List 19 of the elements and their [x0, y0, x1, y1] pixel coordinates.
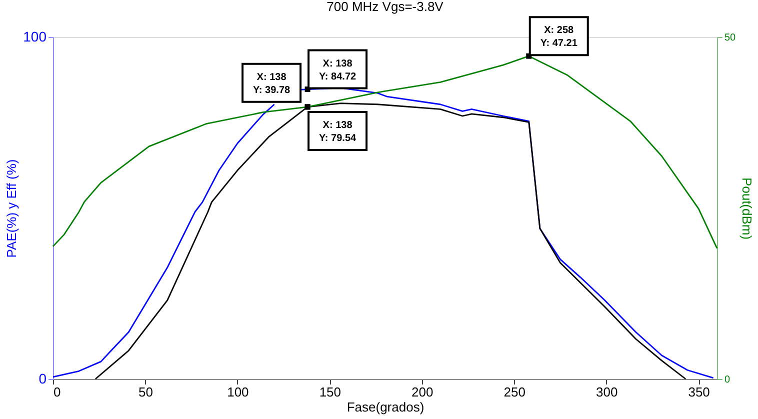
- x-tick-label: 350: [688, 384, 710, 400]
- annotation: X: 258 Y: 47.21: [540, 25, 578, 50]
- x-axis-title: Fase(grados): [346, 400, 424, 414]
- annotation: X: 138 Y: 39.78: [253, 72, 290, 96]
- annotation: X: 138 Y: 84.72: [319, 58, 356, 82]
- x-tick-label: 250: [504, 384, 526, 400]
- y2-tick-label: 0: [724, 374, 730, 386]
- y2-axis-title: Pout(dBm): [740, 177, 755, 240]
- x-tick-label: 300: [596, 384, 618, 400]
- line-series: [94, 102, 686, 380]
- x-tick-label: 150: [319, 384, 342, 400]
- x-tick-label: 50: [138, 384, 153, 400]
- y2-tick-label: 50: [724, 32, 736, 44]
- x-tick-label: 200: [412, 384, 434, 400]
- x-tick-label: 0: [54, 384, 61, 400]
- x-tick-label: 100: [227, 384, 249, 400]
- y-axis-title: PAE(%) y Eff (%): [4, 159, 20, 258]
- annotation: X: 138 Y: 79.54: [319, 120, 356, 144]
- chart-title: 700 MHz Vgs=-3.8V: [326, 0, 444, 14]
